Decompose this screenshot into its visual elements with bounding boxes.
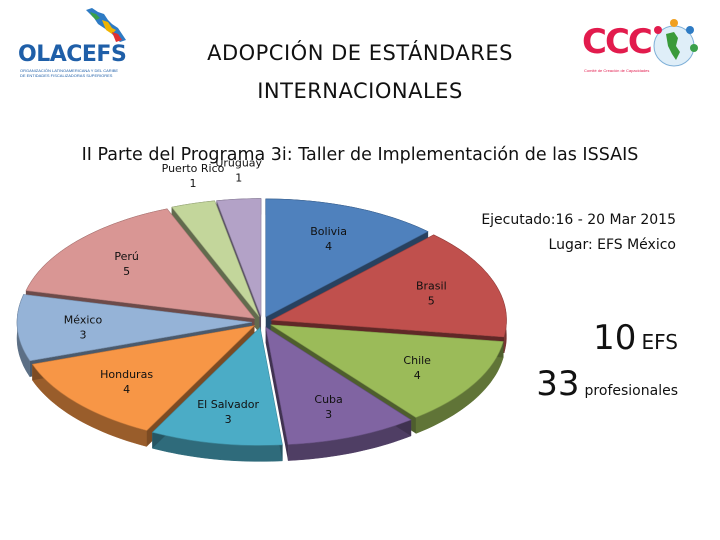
ccc-name: CCC [582, 22, 653, 62]
pie-label-name: Honduras [100, 368, 153, 381]
pie-slice-side-puerto-rico [171, 200, 260, 333]
pie-label-value: 5 [123, 265, 130, 278]
pie-label-honduras: Honduras 4 [100, 368, 153, 396]
pie-slice-puerto-rico [171, 200, 260, 317]
pie-label-value: 1 [190, 177, 197, 190]
pie-label-m-xico: México 3 [64, 313, 103, 341]
title-line-2: INTERNACIONALES [257, 79, 463, 103]
pie-label-value: 4 [123, 383, 130, 396]
efs-count: 10 [593, 318, 637, 358]
program-subtitle: II Parte del Programa 3i: Taller de Impl… [81, 145, 639, 165]
pie-slice-side-cuba [265, 327, 412, 461]
pie-slice-side-per [25, 208, 255, 335]
olacefs-tagline: ORGANIZACIÓN LATINOAMERICANA Y DEL CARIB… [20, 68, 119, 78]
pie-slice-brasil [270, 234, 507, 338]
pie-label-name: Perú [114, 250, 139, 263]
pie-slice-el-salvador [151, 326, 283, 446]
pie-slice-honduras [31, 325, 256, 431]
olacefs-logo: OLACEFS ORGANIZACIÓN LATINOAMERICANA Y D… [14, 6, 134, 80]
ccc-tagline: Comité de Creación de Capacidades [584, 68, 650, 73]
pie-label-value: 3 [80, 328, 87, 341]
pie-slice-side-bolivia [265, 198, 429, 333]
pie-label-value: 4 [325, 240, 332, 253]
pie-label-value: 5 [428, 294, 435, 307]
prof-unit: profesionales [584, 383, 678, 399]
pie-label-chile: Chile 4 [403, 354, 431, 382]
olacefs-name: OLACEFS [18, 42, 127, 67]
pie-label-name: Bolivia [310, 225, 347, 238]
pie-slice-side-honduras [32, 325, 255, 447]
pie-label-name: Brasil [416, 279, 447, 292]
pie-label-name: Cuba [314, 393, 342, 406]
americas-map-icon [86, 8, 126, 42]
efs-unit: EFS [641, 330, 678, 354]
event-info: Ejecutado:16 - 20 Mar 2015 Lugar: EFS Mé… [481, 208, 676, 258]
pie-slice-side-m-xico [16, 294, 253, 378]
pie-slice-per [25, 208, 256, 319]
pie-label-value: 3 [325, 408, 332, 421]
title-line-1: ADOPCIÓN DE ESTÁNDARES [207, 41, 513, 65]
pie-slice-uruguay [216, 198, 262, 317]
pie-slice-side-el-salvador [152, 327, 283, 462]
page-title: ADOPCIÓN DE ESTÁNDARES INTERNACIONALES [160, 34, 560, 110]
pie-slice-cuba [265, 326, 412, 445]
ccc-logo: CCC Comité de Creación de Capacidades [578, 18, 704, 82]
pie-label-brasil: Brasil 5 [416, 279, 447, 307]
executed-date: Ejecutado:16 - 20 Mar 2015 [481, 212, 676, 228]
pie-label-name: El Salvador [197, 398, 259, 411]
pie-label-value: 1 [235, 172, 242, 185]
pie-slice-side-chile [270, 324, 504, 434]
globe-people-icon [653, 19, 698, 67]
prof-count: 33 [536, 364, 580, 404]
pie-label-per: Perú 5 [114, 250, 139, 278]
pie-label-value: 4 [414, 369, 421, 382]
pie-label-bolivia: Bolivia 4 [310, 225, 347, 253]
event-place: Lugar: EFS México [548, 237, 676, 253]
pie-slice-bolivia [265, 198, 429, 318]
pie-slice-m-xico [16, 294, 253, 362]
pie-slice-side-brasil [271, 234, 507, 354]
pie-slice-chile [270, 324, 504, 418]
pie-label-cuba: Cuba 3 [314, 393, 342, 421]
pie-label-name: Chile [403, 354, 431, 367]
pie-label-el-salvador: El Salvador 3 [197, 398, 259, 426]
pie-label-value: 3 [225, 413, 232, 426]
pie-slice-side-uruguay [216, 198, 262, 333]
efs-count-line: 10 EFS [593, 318, 678, 358]
pie-label-name: México [64, 313, 103, 326]
prof-count-line: 33 profesionales [536, 364, 678, 404]
